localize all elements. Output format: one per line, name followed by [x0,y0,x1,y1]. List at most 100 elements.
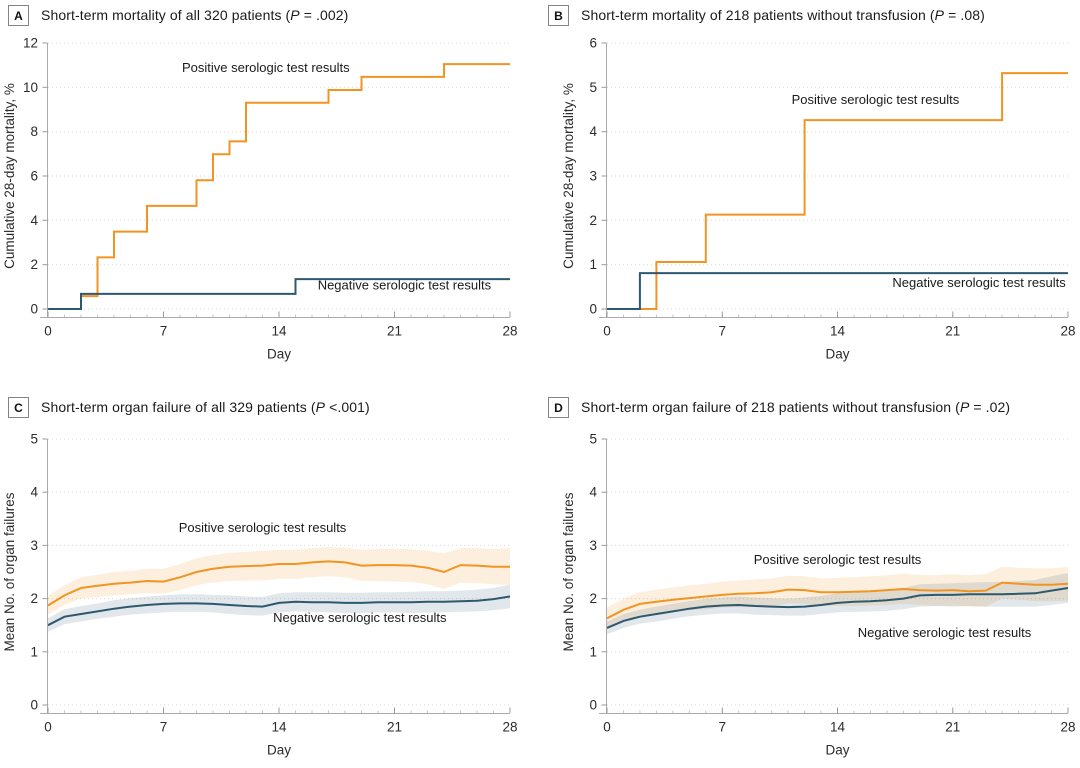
x-tick-label: 14 [830,324,846,339]
y-tick-label: 0 [30,302,38,317]
x-tick-label: 14 [271,720,287,735]
y-tick-label: 0 [589,698,597,713]
series-annotation: Positive serologic test results [182,60,350,75]
x-axis-title: Day [825,347,849,362]
panel-b-title-p-italic: P [934,7,945,23]
y-tick-label: 4 [30,485,38,500]
y-tick-label: 4 [589,485,597,500]
series-annotation: Negative serologic test results [892,275,1066,290]
panel-c-title-prefix: Short-term organ failure of all 329 pati… [41,399,316,415]
y-tick-label: 0 [589,302,597,317]
panel-d-title-p-italic: P [959,399,970,415]
y-tick-label: 3 [589,538,597,553]
x-tick-label: 0 [603,324,611,339]
x-tick-label: 14 [271,324,287,339]
panel-c-title-text: Short-term organ failure of all 329 pati… [41,397,370,415]
panel-c-title-p-italic: P [315,399,326,415]
x-tick-label: 21 [387,720,402,735]
positive-series-line [48,63,510,310]
panel-c-title-suffix: <.001) [325,399,370,415]
y-axis-title: Mean No. of organ failures [561,492,576,651]
ci-band-positive [48,547,510,615]
x-tick-label: 21 [387,324,402,339]
x-tick-label: 7 [160,324,168,339]
x-tick-label: 28 [502,720,517,735]
panel-b-letter-badge: B [548,5,569,26]
positive-series-line [47,560,510,607]
panel-c-letter-badge: C [8,397,29,418]
panel-c-chart: 0 7 14 21 28 0 1 2 3 4 5 Day Mean No. of organ failu… [2,432,518,758]
panel-a-letter-badge: A [8,5,29,26]
y-tick-label: 1 [30,644,38,659]
x-tick-label: 21 [945,720,960,735]
y-tick-label: 5 [30,432,38,447]
series-annotation: Negative serologic test results [273,610,447,625]
y-tick-label: 8 [30,124,38,139]
positive-series-line [607,72,1068,310]
panel-d-chart: 0 7 14 21 28 0 1 2 3 4 5 Day Mean No. of organ failu… [561,432,1076,758]
y-tick-label: 5 [589,432,597,447]
panel-a-title-text: Short-term mortality of all 320 patients… [41,5,348,23]
x-tick-label: 7 [719,324,727,339]
panel-D: D Short-term organ failure of 218 patien… [540,384,1080,768]
y-tick-label: 2 [30,257,38,272]
panel-b-chart: 0 7 14 21 28 0 1 2 3 4 5 6 Day Cumulative 28-day mort… [561,36,1076,362]
y-tick-label: 1 [589,644,597,659]
y-tick-label: 5 [589,80,597,95]
series-annotation: Positive serologic test results [754,552,922,567]
x-axis-title: Day [825,743,849,758]
panel-d-letter-badge: D [548,397,569,418]
panel-a-title-p-italic: P [290,7,300,23]
panel-b-title: B Short-term mortality of 218 patients w… [548,5,985,26]
x-tick-label: 7 [160,720,168,735]
ci-band-positive [607,566,1068,629]
y-tick-label: 4 [30,213,38,228]
series-annotation: Positive serologic test results [179,520,347,535]
ci-band-negative [48,584,510,632]
panel-b-title-prefix: Short-term mortality of 218 patients wit… [581,7,935,23]
x-tick-label: 14 [830,720,846,735]
negative-series-line [607,272,1068,310]
x-tick-label: 7 [719,720,727,735]
x-tick-label: 0 [44,324,52,339]
panel-a-title-suffix: = .002) [299,7,349,23]
y-tick-label: 2 [30,591,38,606]
panel-A: A Short-term mortality of all 320 patien… [0,0,540,384]
y-tick-label: 2 [589,213,597,228]
panel-d-title-prefix: Short-term organ failure of 218 patients… [581,399,960,415]
panel-b-title-text: Short-term mortality of 218 patients wit… [581,5,985,23]
panel-a-chart: 0 7 14 21 28 0 2 4 6 8 10 12 Day Cumulative 28-day mo… [2,36,518,362]
panel-a-title-prefix: Short-term mortality of all 320 patients… [41,7,291,23]
panel-d-title: D Short-term organ failure of 218 patien… [548,397,1010,418]
negative-series-line [47,595,511,627]
y-tick-label: 6 [30,169,38,184]
y-tick-label: 3 [589,169,597,184]
y-tick-label: 6 [589,36,597,51]
y-tick-label: 2 [589,591,597,606]
series-annotation: Negative serologic test results [858,625,1032,640]
series-annotation: Positive serologic test results [792,92,960,107]
panel-C: C Short-term organ failure of all 329 pa… [0,384,540,768]
panel-a-title: A Short-term mortality of all 320 patien… [8,5,348,26]
y-axis-title: Cumulative 28-day mortality, % [2,83,17,269]
x-axis-title: Day [267,743,291,758]
x-tick-label: 28 [1060,720,1075,735]
positive-series-line [606,581,1069,620]
y-axis-title: Mean No. of organ failures [2,492,17,651]
x-axis-title: Day [267,347,291,362]
panel-b-title-suffix: = .08) [944,7,985,23]
y-tick-label: 10 [23,80,38,95]
x-tick-label: 28 [1060,324,1075,339]
series-annotation: Negative serologic test results [318,278,492,293]
x-tick-label: 0 [603,720,611,735]
y-tick-label: 1 [589,257,597,272]
x-tick-label: 28 [502,324,517,339]
panel-d-title-suffix: = .02) [969,399,1011,415]
panel-B: B Short-term mortality of 218 patients w… [540,0,1080,384]
negative-series-line [48,278,510,310]
y-tick-label: 12 [23,36,38,51]
panel-d-title-text: Short-term organ failure of 218 patients… [581,397,1010,415]
x-tick-label: 21 [945,324,960,339]
x-tick-label: 0 [44,720,52,735]
